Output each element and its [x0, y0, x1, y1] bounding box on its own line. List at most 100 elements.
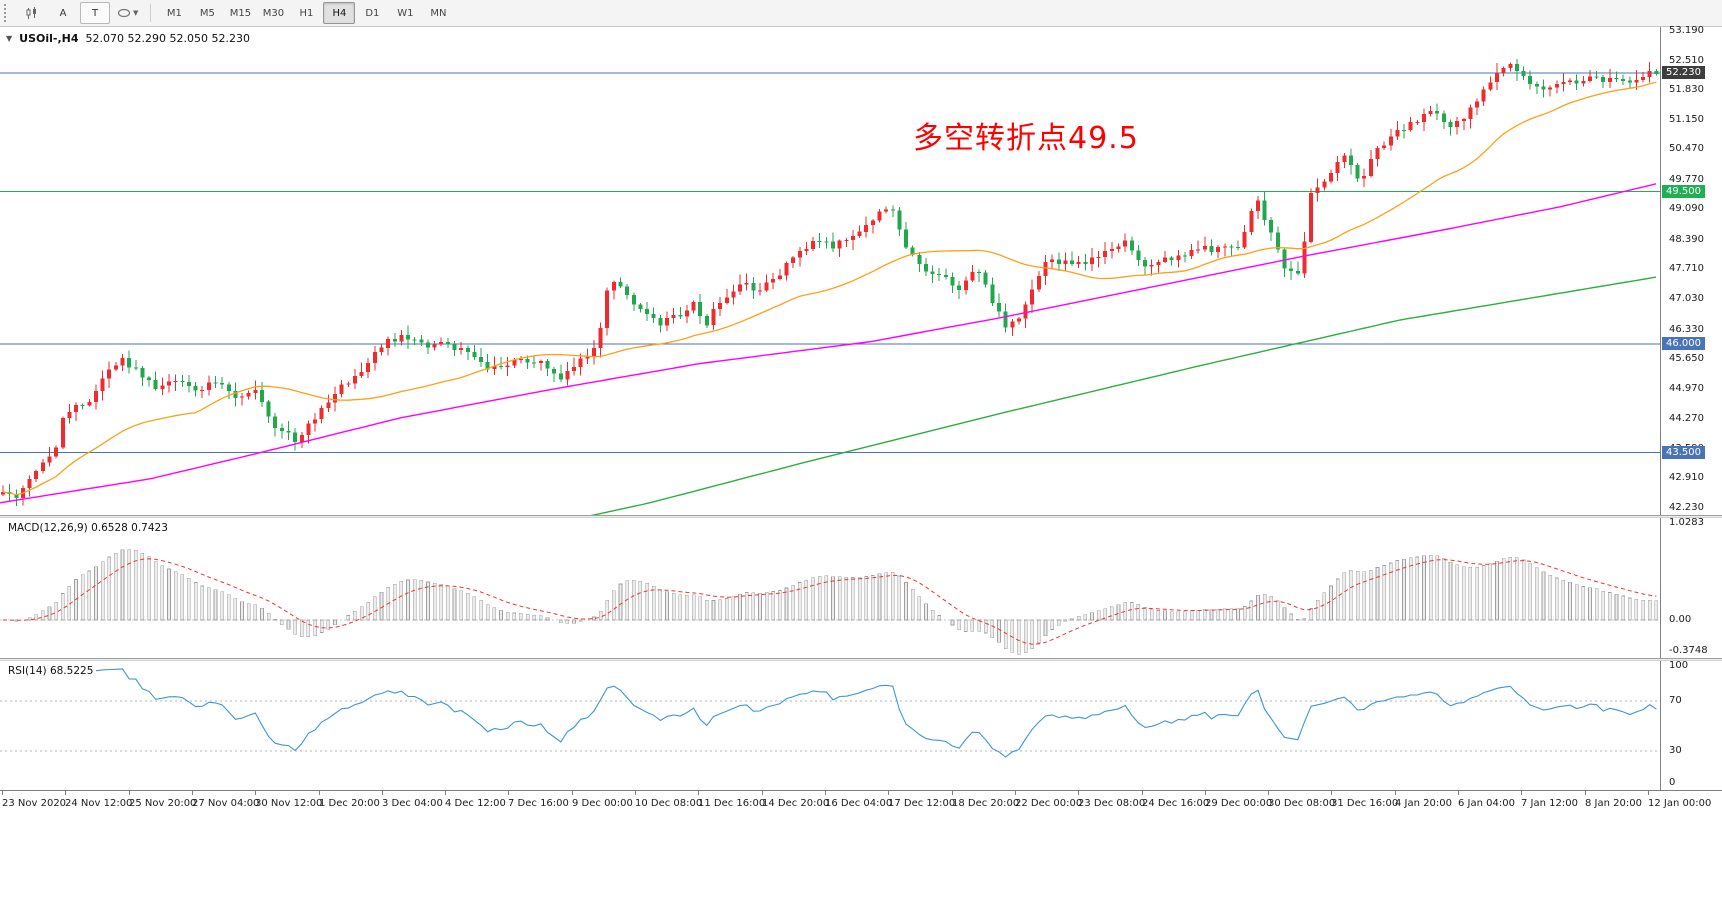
time-axis-label: 22 Dec 00:00	[1015, 798, 1083, 809]
rsi-canvas[interactable]	[0, 661, 1660, 790]
time-axis-label: 14 Dec 20:00	[762, 798, 830, 809]
panel-separator[interactable]	[0, 658, 1722, 661]
price-axis-label: 51.150	[1669, 114, 1704, 125]
time-axis-label: 29 Dec 00:00	[1205, 798, 1273, 809]
toolbar-divider	[150, 4, 152, 22]
time-axis-label: 25 Nov 20:00	[129, 798, 197, 809]
chevron-down-icon: ▼	[133, 9, 139, 17]
timeframe-m1-button[interactable]: M1	[166, 7, 182, 19]
price-level-chip: 49.500	[1662, 185, 1705, 198]
time-axis-label: 30 Nov 12:00	[255, 798, 323, 809]
time-axis-label: 9 Dec 00:00	[572, 798, 633, 809]
price-axis-label: 48.390	[1669, 234, 1704, 245]
macd-axis-label: -0.3748	[1669, 645, 1708, 656]
time-axis-tick	[508, 791, 509, 795]
price-axis-label: 53.190	[1669, 25, 1704, 36]
time-axis-label: 7 Jan 12:00	[1521, 798, 1578, 809]
timeframe-group: M1 M5 M15 M30 H1 H4 D1 W1 MN	[158, 2, 454, 24]
time-axis-label: 3 Dec 04:00	[382, 798, 443, 809]
price-axis-label: 44.270	[1669, 413, 1704, 424]
time-axis-tick	[1585, 791, 1586, 795]
time-axis[interactable]: 23 Nov 2020 24 Nov 12:00 25 Nov 20:00 27 No…	[0, 790, 1722, 817]
time-axis-tick	[888, 791, 889, 795]
collapse-triangle-icon[interactable]: ▼	[6, 34, 13, 43]
time-axis-tick	[1521, 791, 1522, 795]
price-level-chip: 43.500	[1662, 446, 1705, 459]
time-axis-tick	[635, 791, 636, 795]
chart-window-button[interactable]	[16, 2, 46, 24]
price-level-chip: 52.230	[1662, 66, 1705, 79]
macd-canvas[interactable]	[0, 518, 1660, 658]
price-axis-label: 42.230	[1669, 502, 1704, 513]
time-axis-label: 18 Dec 20:00	[952, 798, 1020, 809]
time-axis-label: 8 Jan 20:00	[1585, 798, 1642, 809]
time-axis-tick	[382, 791, 383, 795]
price-axis-label: 49.770	[1669, 174, 1704, 185]
timeframe-m5-button[interactable]: M5	[199, 7, 215, 19]
timeframe-w1-button[interactable]: W1	[397, 7, 414, 19]
time-axis-tick	[1015, 791, 1016, 795]
time-axis-label: 27 Nov 04:00	[192, 798, 260, 809]
price-axis-label: 45.650	[1669, 353, 1704, 364]
time-axis-tick	[1142, 791, 1143, 795]
macd-title: MACD(12,26,9) 0.6528 0.7423	[8, 522, 168, 534]
time-axis-tick	[825, 791, 826, 795]
time-axis-label: 24 Nov 12:00	[65, 798, 133, 809]
toolbar-grip[interactable]	[4, 4, 10, 22]
ellipse-shape-icon	[117, 8, 131, 18]
shapes-dropdown-button[interactable]: ▼	[112, 2, 143, 24]
cursor-tool-button[interactable]: A	[59, 7, 67, 19]
time-axis-label: 7 Dec 16:00	[508, 798, 569, 809]
price-axis-label: 50.470	[1669, 143, 1704, 154]
time-axis-label: 4 Jan 20:00	[1395, 798, 1452, 809]
price-axis-label: 46.330	[1669, 324, 1704, 335]
time-axis-tick	[1078, 791, 1079, 795]
time-axis-tick	[698, 791, 699, 795]
price-axis-label: 44.970	[1669, 383, 1704, 394]
rsi-axis-label: 70	[1669, 695, 1682, 706]
time-axis-label: 12 Jan 00:00	[1648, 798, 1712, 809]
time-axis-tick	[129, 791, 130, 795]
time-axis-label: 17 Dec 12:00	[888, 798, 956, 809]
time-axis-tick	[319, 791, 320, 795]
price-axis[interactable]: 53.190 52.510 51.830 51.150 50.470 49.770 49.0…	[1660, 25, 1722, 515]
timeframe-d1-button[interactable]: D1	[365, 7, 380, 19]
toolbar: A T ▼ M1 M5 M15 M30 H1 H4 D1 W1 MN	[0, 0, 1722, 27]
time-axis-label: 23 Nov 2020	[2, 798, 67, 809]
macd-axis[interactable]: 1.0283 0.00 -0.3748	[1660, 518, 1722, 658]
panel-separator[interactable]	[0, 515, 1722, 518]
timeframe-m30-button[interactable]: M30	[262, 7, 285, 19]
macd-axis-label: 0.00	[1669, 614, 1692, 625]
time-axis-label: 11 Dec 16:00	[698, 798, 766, 809]
time-axis-tick	[445, 791, 446, 795]
main-chart-canvas[interactable]	[0, 27, 1660, 515]
rsi-panel: RSI(14) 68.5225 100 70 30 0	[0, 661, 1722, 790]
macd-axis-label: 1.0283	[1669, 517, 1704, 528]
time-axis-label: 16 Dec 04:00	[825, 798, 893, 809]
rsi-axis-label: 30	[1669, 745, 1682, 756]
timeframe-h4-button[interactable]: H4	[323, 2, 356, 24]
time-axis-label: 30 Dec 08:00	[1268, 798, 1336, 809]
time-axis-label: 6 Jan 04:00	[1458, 798, 1515, 809]
time-axis-tick	[1648, 791, 1649, 795]
time-axis-label: 4 Dec 12:00	[445, 798, 506, 809]
timeframe-m15-button[interactable]: M15	[229, 7, 252, 19]
time-axis-label: 31 Dec 16:00	[1331, 798, 1399, 809]
price-axis-label: 42.910	[1669, 472, 1704, 483]
time-axis-tick	[2, 791, 3, 795]
timeframe-h1-button[interactable]: H1	[299, 7, 314, 19]
time-axis-label: 23 Dec 08:00	[1078, 798, 1146, 809]
chart-annotation-text[interactable]: 多空转折点49.5	[913, 121, 1139, 156]
time-axis-tick	[572, 791, 573, 795]
rsi-axis-label: 0	[1669, 777, 1676, 788]
rsi-title: RSI(14) 68.5225	[8, 665, 94, 677]
timeframe-mn-button[interactable]: MN	[430, 7, 447, 19]
price-axis-label: 47.030	[1669, 293, 1704, 304]
text-tool-button[interactable]: T	[80, 2, 110, 24]
macd-panel: MACD(12,26,9) 0.6528 0.7423 1.0283 0.00 -0…	[0, 518, 1722, 658]
price-axis-label: 49.090	[1669, 203, 1704, 214]
time-axis-tick	[192, 791, 193, 795]
time-axis-label: 10 Dec 08:00	[635, 798, 703, 809]
price-axis-label: 52.510	[1669, 55, 1704, 66]
rsi-axis[interactable]: 100 70 30 0	[1660, 661, 1722, 790]
